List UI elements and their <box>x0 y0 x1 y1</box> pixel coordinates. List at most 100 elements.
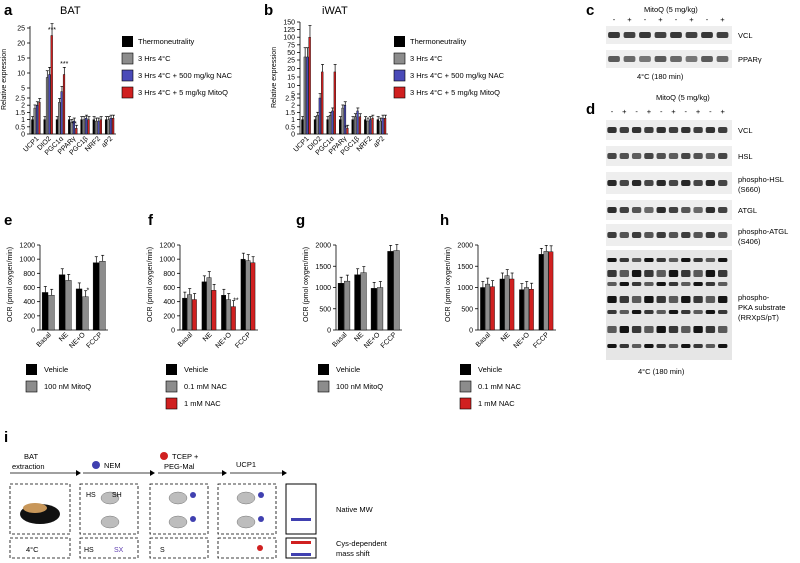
blot-d-label-pka-3: (RRXpS/pT) <box>738 313 779 322</box>
blot-band <box>607 180 617 186</box>
blot-band <box>631 207 642 213</box>
blot-band <box>718 344 728 348</box>
bar <box>68 119 71 135</box>
legend-swatch-black <box>318 364 329 375</box>
bar <box>351 119 354 135</box>
blot-band <box>681 127 691 133</box>
y-tick-label: 1000 <box>315 285 331 292</box>
blot-band <box>681 258 691 262</box>
blot-band <box>607 344 617 348</box>
blot-band <box>681 310 691 314</box>
blot-c-footer: 4°C (180 min) <box>637 72 684 81</box>
blot-band <box>619 127 629 133</box>
legend-e-vehicle: Vehicle <box>44 365 68 374</box>
bar <box>38 102 41 135</box>
panel-label-c: c <box>586 2 594 19</box>
peg-mal-label-icon <box>257 545 263 551</box>
bar <box>354 116 357 135</box>
bar <box>313 119 317 135</box>
legend-h-vehicle: Vehicle <box>478 365 502 374</box>
chart-title: BAT <box>60 5 81 17</box>
legend-f: Vehicle 0.1 mM NAC 1 mM NAC <box>165 364 228 410</box>
y-tick-label: 0.5 <box>15 124 25 131</box>
bar <box>489 286 495 331</box>
chart-f-ocr: OCR (pmol oxygen/min) 0 200 400 600 800 1000 12… <box>147 243 258 350</box>
cold-hs-label: HS <box>84 547 94 554</box>
blot-band <box>656 270 666 277</box>
bar <box>528 289 534 331</box>
bar <box>65 280 72 331</box>
outcome-shift-2: mass shift <box>336 549 371 558</box>
blot-band <box>631 326 642 333</box>
bar <box>245 260 251 331</box>
bar <box>104 119 108 135</box>
bar <box>85 117 88 135</box>
bar <box>97 120 100 135</box>
blot-band <box>619 310 629 314</box>
x-tick-label: NE <box>353 331 365 343</box>
blot-band <box>685 32 698 38</box>
bar <box>370 288 377 331</box>
blot-band <box>656 344 666 348</box>
bar <box>41 292 49 331</box>
y-tick-label: 800 <box>163 271 175 278</box>
bar <box>75 288 83 331</box>
blot-band <box>705 258 716 262</box>
y-tick-label: 500 <box>319 306 331 313</box>
blot-band <box>681 326 691 333</box>
blot-band <box>656 127 666 133</box>
blot-band <box>668 282 679 286</box>
bar <box>318 97 321 135</box>
legend-a-item-1: Thermoneutrality <box>138 37 195 46</box>
bar <box>337 283 344 331</box>
bar <box>524 287 529 331</box>
bar <box>383 117 387 135</box>
blot-band <box>718 258 728 262</box>
blot-band <box>718 282 728 286</box>
y-tick-label: 0 <box>171 328 175 335</box>
legend-f-nac01: 0.1 mM NAC <box>184 382 228 391</box>
legend-swatch-black <box>26 364 37 375</box>
bar <box>387 251 394 331</box>
blot-d-label-pka-2: PKA substrate <box>738 303 786 312</box>
y-axis-label: Relative expression <box>271 47 278 108</box>
bar <box>379 120 382 135</box>
panel-label-g: g <box>296 212 305 229</box>
blot-band <box>681 207 691 213</box>
blot-band <box>693 270 703 277</box>
blot-band <box>656 180 666 186</box>
bar <box>303 56 306 135</box>
schematic-i: BAT extraction NEM TCEP + PEG-Mal UCP1 T… <box>9 452 388 559</box>
tn-sh-label: SH <box>112 492 122 499</box>
y-tick-label: 1200 <box>19 243 35 250</box>
tn-protein-icons <box>100 491 264 529</box>
bar <box>366 120 369 135</box>
y-tick-label: 1.5 <box>15 110 25 117</box>
y-tick-label: 1000 <box>19 257 35 264</box>
y-tick-label: 200 <box>23 313 35 320</box>
blot-band <box>668 232 679 238</box>
bar <box>543 251 549 331</box>
y-tick-label: 1.5 <box>285 110 295 117</box>
blot-band <box>705 207 716 213</box>
blot-band <box>718 207 728 213</box>
blot-band <box>619 296 629 303</box>
blot-band <box>656 310 666 314</box>
y-tick-label: 400 <box>163 299 175 306</box>
panel-label-f: f <box>148 212 154 229</box>
y-tick-label: 25 <box>287 58 295 65</box>
blot-c: MitoQ (5 mg/kg) - + - + - + - + VCL PPARγ 4°C (… <box>606 5 762 81</box>
bar <box>377 287 384 331</box>
bar <box>358 116 362 135</box>
arrowhead-2 <box>150 470 155 476</box>
bar <box>48 74 51 135</box>
bar <box>191 299 197 331</box>
blot-band <box>705 232 716 238</box>
bar <box>58 102 61 135</box>
lane-sign: - <box>611 107 614 116</box>
blot-band <box>705 344 716 348</box>
bar <box>45 77 49 135</box>
blot-band <box>668 153 679 159</box>
protein-icon <box>236 515 256 529</box>
blot-band <box>607 326 617 333</box>
